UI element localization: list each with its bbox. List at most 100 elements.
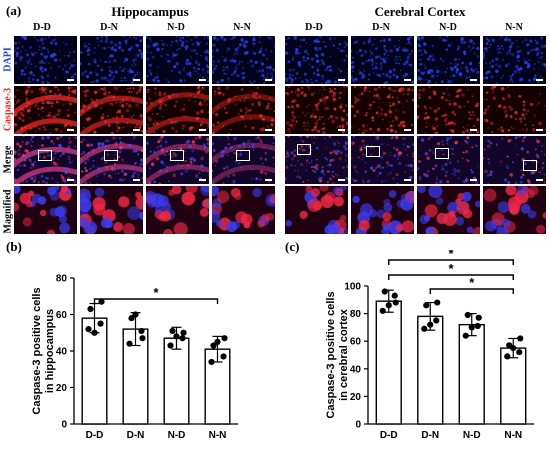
scale-bar <box>133 179 140 181</box>
cerebral-cortex-title: Cerebral Cortex <box>374 4 466 19</box>
micrograph-hip-dd-magnified <box>14 186 77 234</box>
scale-bar <box>338 79 345 81</box>
micrograph-ctx-dn-dapi <box>351 36 414 84</box>
hip-data-point <box>173 333 180 340</box>
ctx-data-point <box>379 307 386 314</box>
magnified-region-box <box>523 160 537 171</box>
hip-y-tick-label: 60 <box>56 310 68 321</box>
ctx-significance-bracket <box>388 259 514 265</box>
scale-bar <box>536 129 543 131</box>
hippocampus-title: Hippocampus <box>111 4 189 19</box>
micrograph-ctx-nn-caspase <box>483 86 546 134</box>
magnified-region-box <box>366 146 380 157</box>
ctx-y-tick-label: 60 <box>350 337 362 348</box>
hip-significance-bracket <box>93 298 219 304</box>
magnified-region-box <box>170 150 184 161</box>
hip-data-point <box>169 327 176 335</box>
scale-bar <box>133 79 140 81</box>
ctx-bar-N-N <box>500 347 527 425</box>
ctx-data-point <box>510 345 517 352</box>
scale-bar <box>199 79 206 81</box>
micrograph-ctx-dd-magnified <box>285 186 348 234</box>
micrograph-ctx-nd-magnified <box>417 186 480 234</box>
scale-bar <box>67 179 74 181</box>
hip-data-point <box>179 335 186 342</box>
scale-bar <box>470 129 477 131</box>
ctx-x-tick-label: D-D <box>380 430 398 441</box>
micrograph-ctx-dn-magnified <box>351 186 414 234</box>
scale-bar <box>133 129 140 131</box>
hip-data-point <box>97 320 104 327</box>
scale-bar <box>536 79 543 81</box>
ctx-x-tick-label: N-N <box>504 430 522 441</box>
micrograph-hip-nn-dapi <box>212 36 275 84</box>
ctx-y-tick-label: 100 <box>344 282 361 293</box>
scale-bar <box>470 179 477 181</box>
ctx-data-point <box>504 353 511 360</box>
hip-x-tick-label: D-D <box>86 430 104 441</box>
micrograph-hip-nn-merge <box>212 136 275 184</box>
ctx-data-point <box>433 317 440 324</box>
hip-x-tick-label: N-D <box>168 430 186 441</box>
micrograph-hip-dn-merge <box>80 136 143 184</box>
hip-bar-N-D <box>163 337 190 425</box>
col-label-ctx-dn: D-N <box>372 22 390 33</box>
ctx-x-tick-label: N-D <box>463 430 481 441</box>
magnified-region-box <box>38 150 52 161</box>
col-label-hip-nd: N-D <box>167 22 185 33</box>
scale-bar <box>470 79 477 81</box>
hip-data-point <box>87 305 94 313</box>
magnified-region-box <box>236 150 250 161</box>
ctx-y-label-line: Caspase-3 positive cells <box>325 291 337 418</box>
micrograph-ctx-nn-dapi <box>483 36 546 84</box>
hippocampus-bar-chart: 0 20 40 60 80 Caspase-3 positive cells in hipp… <box>31 274 238 441</box>
micrograph-hip-dd-dapi <box>14 36 77 84</box>
ctx-significance-bracket <box>388 274 514 280</box>
hip-data-point <box>180 329 187 336</box>
micrograph-hip-dn-caspase <box>80 86 143 134</box>
ctx-significance-star: * <box>448 250 454 261</box>
hip-data-point <box>210 342 217 349</box>
hip-data-point <box>128 315 135 322</box>
ctx-data-point <box>385 302 392 309</box>
scale-bar <box>199 129 206 131</box>
ctx-data-point <box>475 314 482 321</box>
scale-bar <box>338 179 345 181</box>
hip-data-point <box>208 358 215 366</box>
panel-c-letter: (c) <box>285 239 300 254</box>
ctx-y-label-line: in cerebral cortex <box>338 308 350 401</box>
micrograph-hip-nn-magnified <box>212 186 275 234</box>
panel-b-letter: (b) <box>6 239 22 254</box>
micrograph-hip-dn-magnified <box>80 186 143 234</box>
micrograph-grid <box>14 36 546 234</box>
micrograph-ctx-nn-magnified <box>483 186 546 234</box>
hip-data-point <box>139 335 146 342</box>
hip-data-point <box>132 311 139 318</box>
scale-bar <box>536 179 543 181</box>
magnified-region-box <box>297 144 311 155</box>
col-label-hip-dd: D-D <box>33 22 51 33</box>
ctx-significance-star: * <box>469 275 475 290</box>
micrograph-ctx-dd-caspase <box>285 86 348 134</box>
micrograph-hip-nd-dapi <box>146 36 209 84</box>
hip-data-point <box>220 353 227 360</box>
ctx-x-tick-label: D-N <box>421 430 439 441</box>
scale-bar <box>265 179 272 181</box>
ctx-data-point <box>464 311 471 319</box>
micrograph-ctx-dd-merge <box>285 136 348 184</box>
micrograph-hip-nd-caspase <box>146 86 209 134</box>
hip-y-label-line: Caspase-3 positive cells <box>31 287 43 414</box>
hip-y-tick-label: 20 <box>56 383 68 394</box>
col-label-ctx-nd: N-D <box>439 22 457 33</box>
micrograph-hip-nd-merge <box>146 136 209 184</box>
micrograph-hip-dn-dapi <box>80 36 143 84</box>
micrograph-ctx-nn-merge <box>483 136 546 184</box>
ctx-data-point <box>434 299 441 306</box>
hip-data-point <box>91 329 98 336</box>
micrograph-ctx-dd-dapi <box>285 36 348 84</box>
ctx-bar-D-N <box>417 315 444 425</box>
micrograph-ctx-dn-caspase <box>351 86 414 134</box>
micrograph-hip-dd-merge <box>14 136 77 184</box>
ctx-bar-N-D <box>458 323 485 425</box>
hip-significance-star: * <box>153 285 159 300</box>
